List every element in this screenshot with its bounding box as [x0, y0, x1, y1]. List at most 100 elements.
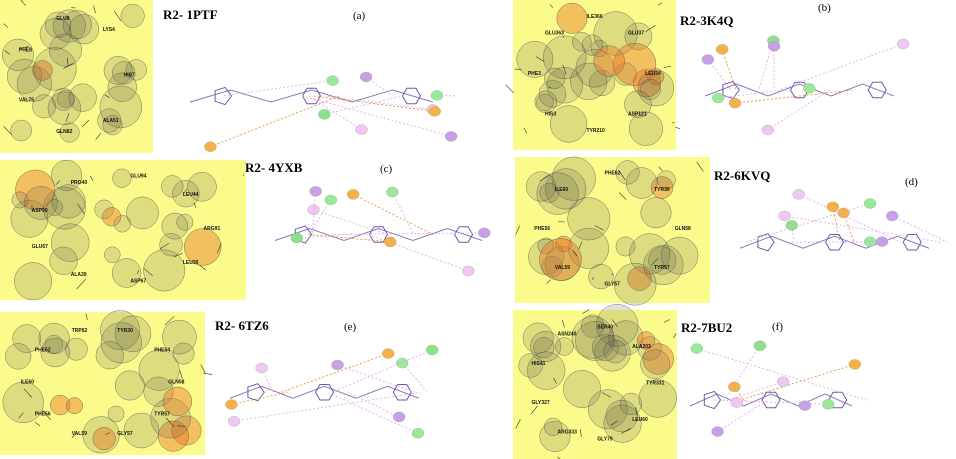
- interaction: [326, 391, 419, 434]
- residue-disc: [318, 109, 331, 120]
- interaction: [745, 203, 871, 243]
- interaction: [308, 95, 362, 130]
- residue-disc: [716, 44, 729, 55]
- residue-surface: [550, 105, 588, 143]
- residue-surface: [49, 33, 82, 67]
- residue-label: HIS3: [545, 111, 556, 117]
- residue-label: TRP62: [72, 328, 88, 334]
- residue-label: HIS7: [124, 73, 135, 79]
- interaction: [740, 363, 855, 401]
- interaction: [392, 191, 415, 235]
- interaction: [798, 194, 902, 243]
- residue-disc: [728, 98, 742, 109]
- side-chain: [645, 24, 656, 33]
- residue-disc: [392, 411, 406, 423]
- residue-label: GLU8: [56, 16, 70, 22]
- side-chain: [173, 252, 183, 258]
- side-chain: [200, 364, 206, 373]
- interaction: [302, 95, 452, 137]
- side-chain: [696, 161, 704, 172]
- side-chain: [137, 269, 139, 275]
- residue-surface: [546, 67, 583, 104]
- side-chain: [203, 372, 213, 376]
- panel: LEU34 ASP121 TYR210 HIS3 PHE3 GLU363 ILE366 GLU…: [505, 0, 910, 150]
- residue-surface: [172, 180, 200, 208]
- residue-label: VAL75: [19, 98, 34, 104]
- ligand-chain: [274, 227, 483, 242]
- side-chain: [18, 412, 24, 419]
- residue-surface: [627, 266, 652, 291]
- side-chain: [159, 243, 170, 250]
- residue-surface: [2, 381, 44, 424]
- ligand-chain: [229, 385, 420, 399]
- residue-surface: [575, 321, 615, 361]
- ring: [392, 383, 412, 401]
- residue-surface: [49, 246, 78, 275]
- side-chain: [663, 319, 670, 323]
- side-chain: [66, 57, 69, 66]
- residue-label: GLY327: [532, 400, 550, 406]
- residue-label: ALA39: [71, 272, 87, 278]
- ring: [902, 233, 922, 251]
- side-chain: [635, 407, 638, 417]
- side-chain: [164, 316, 175, 326]
- residue-surface: [5, 343, 32, 370]
- residue-label: ARG333: [557, 430, 577, 436]
- residue-surface: [640, 349, 670, 379]
- ring: [703, 390, 722, 410]
- side-chain: [549, 4, 553, 8]
- side-chain: [675, 126, 681, 129]
- ring: [247, 383, 265, 402]
- interaction: [721, 49, 737, 91]
- residue-label: TYR30: [117, 328, 133, 334]
- side-chain: [562, 64, 567, 75]
- residue-disc: [886, 210, 899, 222]
- residue-surface: [637, 331, 655, 350]
- residue-surface: [536, 93, 554, 112]
- panel-label: R2-3K4Q: [680, 13, 733, 28]
- interaction: [324, 95, 403, 115]
- residue-surface: [68, 14, 100, 45]
- residue-label: GLN82: [56, 129, 72, 135]
- residue-disc: [777, 376, 790, 387]
- ligand-chain: [689, 393, 853, 407]
- panel: HIS7 ALA51 GLN82 VAL75 PHE8 GLU8 LYS4 R2- 1PTF (…: [0, 0, 458, 153]
- ring: [789, 81, 810, 99]
- residue-disc: [225, 399, 238, 410]
- residue-surface: [111, 258, 142, 288]
- ligand-chain: [739, 235, 930, 249]
- residue-surface: [15, 169, 56, 210]
- residue-label: GLN58: [675, 226, 691, 232]
- residue-disc: [324, 194, 337, 206]
- residue-label: ASP121: [628, 111, 647, 117]
- residue-surface: [104, 246, 121, 263]
- residue-surface: [624, 90, 652, 118]
- residue-surface: [150, 398, 191, 439]
- residue-label: SER40: [597, 325, 613, 331]
- residue-disc: [359, 71, 373, 83]
- residue-surface: [16, 66, 53, 102]
- residue-surface: [640, 197, 672, 229]
- interaction: [717, 399, 769, 432]
- residue-surface: [613, 262, 657, 306]
- residue-disc: [227, 416, 241, 427]
- residue-label: LEU60: [632, 417, 648, 423]
- residue-surface: [536, 172, 579, 215]
- ring: [867, 81, 887, 99]
- residue-surface: [526, 171, 556, 202]
- side-chain: [657, 2, 663, 6]
- interaction: [733, 386, 744, 401]
- side-chain: [89, 175, 94, 181]
- residue-disc: [803, 83, 816, 94]
- residue-label: PHE64: [154, 348, 170, 354]
- residue-label: GLU94: [130, 174, 146, 180]
- residue-surface: [539, 182, 560, 203]
- residue-label: ILE60: [555, 187, 569, 193]
- side-chain: [42, 410, 51, 421]
- residue-disc: [428, 106, 441, 117]
- residue-surface: [638, 379, 677, 418]
- side-chain: [81, 119, 90, 128]
- residue-surface: [591, 334, 619, 362]
- ring: [314, 383, 335, 401]
